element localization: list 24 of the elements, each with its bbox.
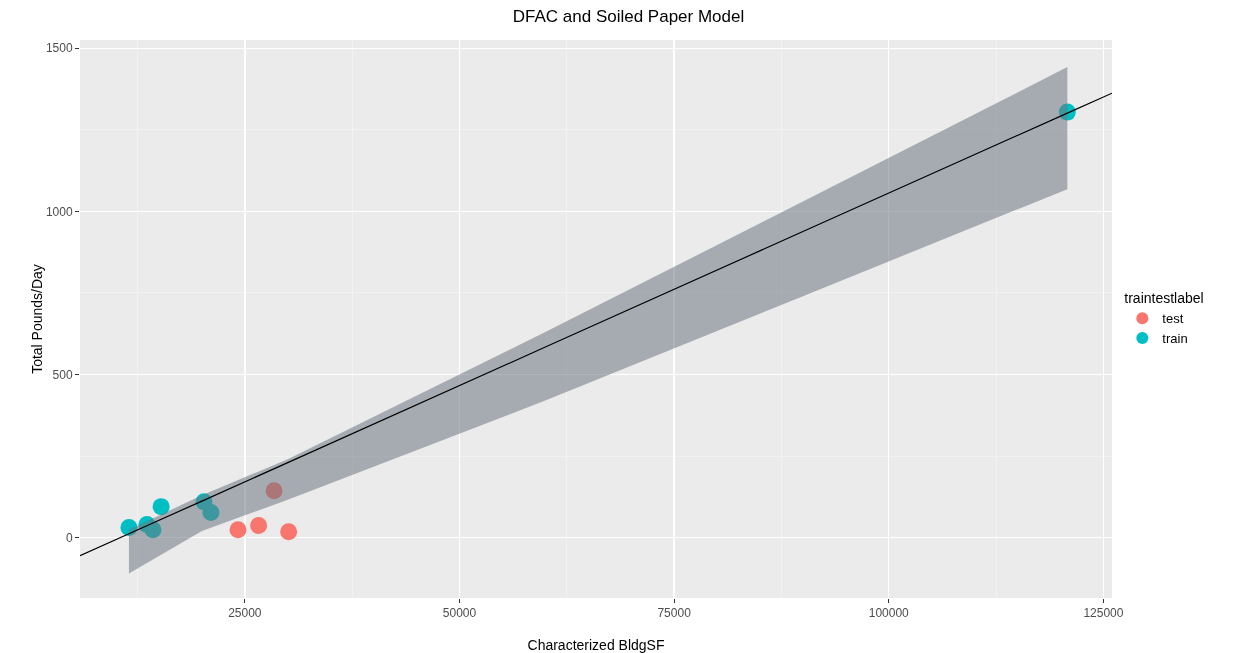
- y-axis-title: Total Pounds/Day: [29, 264, 45, 374]
- point: [229, 521, 247, 539]
- y-tick-label: 0: [65, 530, 73, 545]
- y-tick-label: 1000: [45, 204, 73, 219]
- point: [152, 498, 170, 516]
- point: [265, 482, 283, 500]
- x-tick-label: 75000: [657, 606, 692, 621]
- x-tick-label: 25000: [228, 606, 262, 621]
- x-tick-label: 50000: [442, 606, 477, 621]
- point: [280, 523, 298, 541]
- legend-title: traintestlabel: [1124, 290, 1204, 307]
- x-tick-label: 100000: [868, 606, 910, 621]
- y-tick-label: 500: [52, 367, 73, 382]
- point: [120, 519, 138, 537]
- legend-label: train: [1162, 331, 1188, 347]
- point: [250, 517, 268, 535]
- legend-label: test: [1162, 311, 1184, 327]
- y-tick-label: 1500: [45, 41, 73, 56]
- point: [144, 521, 162, 539]
- point: [202, 504, 220, 521]
- chart-title: DFAC and Soiled Paper Model: [512, 6, 745, 26]
- x-axis-title: Characterized BldgSF: [527, 637, 665, 653]
- x-tick-label: 125000: [1083, 606, 1124, 621]
- line-series: [80, 92, 1112, 557]
